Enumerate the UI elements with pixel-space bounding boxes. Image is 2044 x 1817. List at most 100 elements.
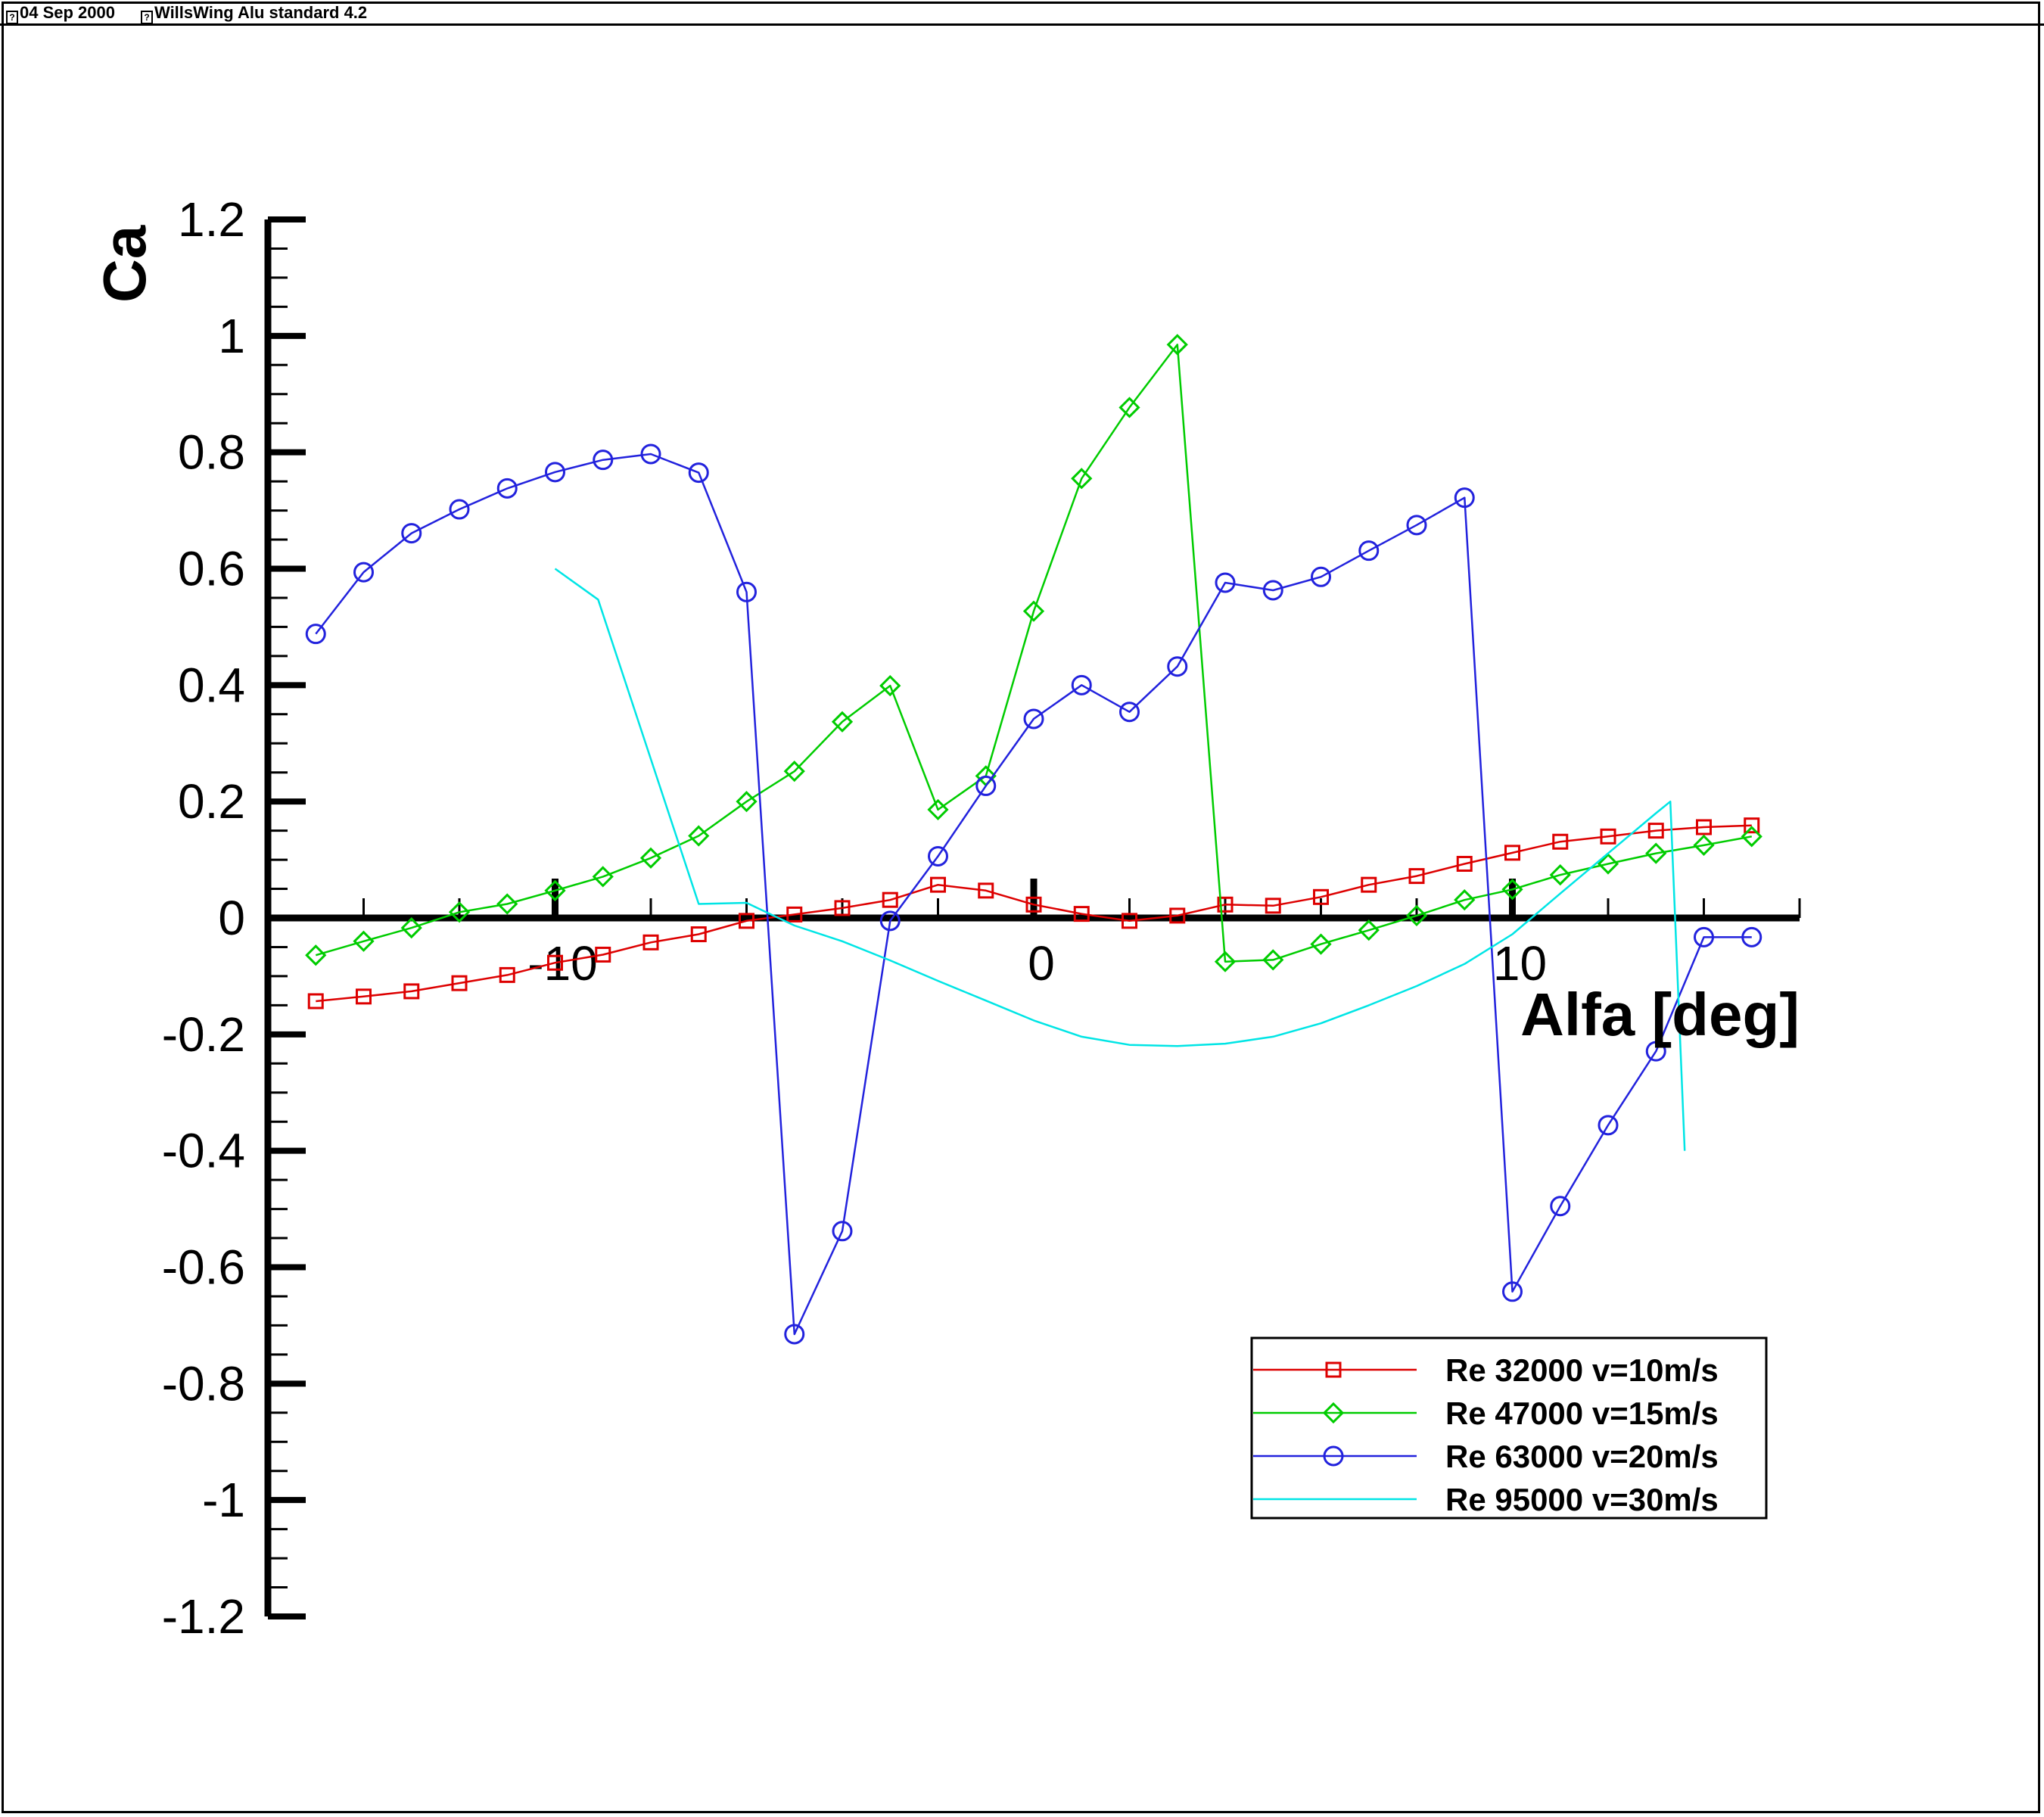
y-tick-label: -1 bbox=[202, 1473, 245, 1527]
circle-marker bbox=[736, 581, 757, 602]
series-4 bbox=[554, 568, 1686, 1151]
square-marker bbox=[1408, 868, 1425, 885]
diamond-marker bbox=[1597, 853, 1619, 875]
header-date-text: 04 Sep 2000 bbox=[20, 3, 115, 22]
x-tick-label: 0 bbox=[1028, 936, 1055, 991]
diamond-marker bbox=[1454, 889, 1476, 911]
x-tick-label: 10 bbox=[1493, 936, 1547, 991]
diamond-marker bbox=[592, 866, 614, 888]
circle-marker bbox=[688, 462, 709, 484]
circle-marker bbox=[832, 1221, 853, 1242]
legend-entry: Re 47000 v=15m/s bbox=[1253, 1395, 1719, 1431]
series-line bbox=[315, 344, 1753, 963]
diamond-marker bbox=[1501, 879, 1523, 901]
square-marker bbox=[1313, 888, 1329, 905]
circle-marker bbox=[1598, 1115, 1619, 1136]
circle-marker bbox=[1262, 580, 1283, 601]
diamond-marker bbox=[1214, 951, 1237, 972]
diamond-marker bbox=[496, 893, 518, 915]
square-marker bbox=[403, 983, 420, 1000]
square-marker bbox=[1073, 906, 1090, 923]
y-tick-label: 0.8 bbox=[178, 425, 245, 480]
circle-marker bbox=[879, 910, 901, 932]
diamond-marker bbox=[400, 916, 422, 939]
legend-entry: Re 32000 v=10m/s bbox=[1253, 1352, 1719, 1388]
diamond-marker bbox=[1741, 826, 1762, 848]
diamond-marker bbox=[1118, 397, 1140, 418]
y-tick-label: 0.6 bbox=[178, 542, 245, 596]
circle-marker bbox=[401, 523, 422, 544]
square-marker bbox=[356, 988, 372, 1005]
square-marker bbox=[1696, 819, 1712, 835]
square-marker bbox=[1647, 823, 1664, 839]
diamond-marker bbox=[1693, 834, 1715, 856]
axes: -1.2-1-0.8-0.6-0.4-0.200.20.40.60.811.2-… bbox=[162, 192, 1801, 1644]
diamond-marker bbox=[1071, 468, 1093, 490]
circle-marker bbox=[928, 845, 948, 866]
diamond-marker bbox=[1405, 904, 1428, 927]
header-title-text: WillsWing Alu standard 4.2 bbox=[154, 3, 368, 22]
square-marker bbox=[1025, 896, 1042, 913]
legend-label: Re 47000 v=15m/s bbox=[1445, 1395, 1719, 1431]
circle-marker bbox=[975, 775, 997, 796]
square-marker bbox=[595, 946, 611, 963]
square-marker bbox=[1504, 845, 1520, 861]
circle-marker bbox=[1694, 926, 1714, 947]
circle-marker bbox=[1311, 566, 1331, 587]
y-tick-label: 1.2 bbox=[178, 192, 245, 247]
square-marker bbox=[1265, 898, 1281, 914]
header-title: ? WillsWing Alu standard 4.2 bbox=[141, 2, 367, 24]
circle-marker bbox=[1215, 572, 1236, 593]
legend-entry: Re 63000 v=20m/s bbox=[1253, 1439, 1719, 1474]
square-marker bbox=[451, 975, 468, 991]
legend-label: Re 63000 v=20m/s bbox=[1445, 1439, 1719, 1474]
diamond-marker bbox=[1166, 334, 1188, 356]
diamond-marker bbox=[736, 791, 758, 813]
series-2 bbox=[305, 334, 1762, 972]
circle-marker bbox=[545, 462, 565, 483]
square-marker bbox=[642, 934, 659, 951]
circle-marker bbox=[1323, 1445, 1344, 1467]
circle-marker bbox=[1406, 515, 1427, 536]
circle-marker bbox=[784, 1324, 805, 1345]
legend-entry: Re 95000 v=30m/s bbox=[1253, 1482, 1719, 1517]
series-line bbox=[315, 453, 1752, 1336]
circle-marker bbox=[640, 443, 661, 465]
x-axis-title: Alfa [deg] bbox=[1520, 981, 1800, 1048]
square-marker bbox=[1600, 828, 1616, 845]
y-tick-label: -0.6 bbox=[162, 1240, 245, 1295]
diamond-marker bbox=[448, 901, 471, 923]
missing-glyph-icon: ? bbox=[6, 11, 18, 24]
circle-marker bbox=[1119, 702, 1140, 723]
circle-marker bbox=[1502, 1281, 1523, 1302]
square-marker bbox=[307, 993, 324, 1010]
diamond-marker bbox=[831, 711, 854, 733]
y-tick-label: -1.2 bbox=[162, 1589, 245, 1644]
circle-marker bbox=[1071, 674, 1092, 695]
series-line bbox=[554, 568, 1686, 1151]
square-marker bbox=[499, 966, 515, 983]
circle-marker bbox=[1550, 1196, 1571, 1217]
diamond-marker bbox=[353, 930, 375, 952]
square-marker bbox=[978, 882, 994, 899]
y-tick-label: 0 bbox=[218, 891, 245, 945]
legend-label: Re 32000 v=10m/s bbox=[1445, 1352, 1719, 1388]
circle-marker bbox=[1741, 926, 1762, 947]
circle-marker bbox=[1645, 1041, 1666, 1062]
diamond-marker bbox=[1310, 933, 1332, 955]
y-tick-label: 0.2 bbox=[178, 774, 245, 829]
square-marker bbox=[547, 954, 563, 971]
circle-marker bbox=[305, 624, 326, 645]
diamond-marker bbox=[639, 847, 662, 869]
legend-box bbox=[1250, 1336, 1768, 1520]
square-marker bbox=[1552, 833, 1569, 850]
circle-marker bbox=[593, 450, 614, 471]
square-marker bbox=[739, 913, 754, 929]
circle-marker bbox=[449, 499, 470, 520]
diamond-marker bbox=[688, 825, 710, 847]
circle-marker bbox=[353, 562, 374, 583]
diamond-marker bbox=[1022, 600, 1045, 622]
header-bar: ? 04 Sep 2000 ? WillsWing Alu standard 4.2 bbox=[0, 0, 2044, 26]
square-marker bbox=[930, 876, 946, 893]
